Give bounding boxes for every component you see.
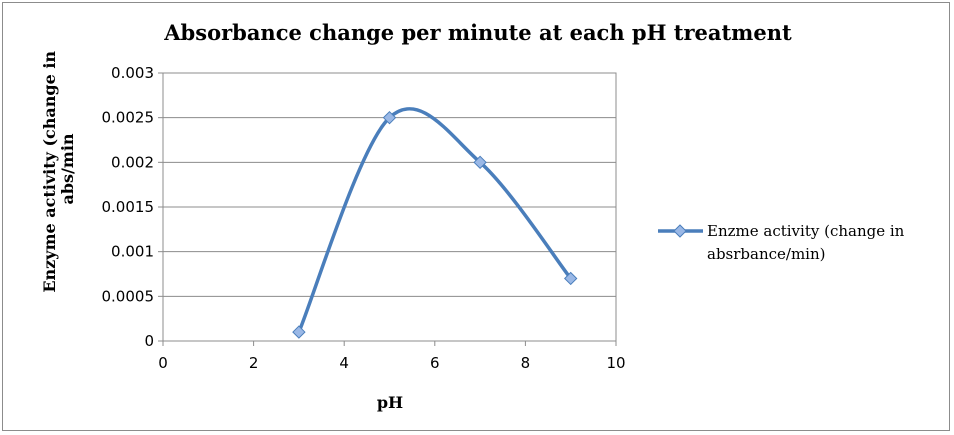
x-tick-label: 6 <box>430 354 440 372</box>
x-tick-label: 0 <box>158 354 168 372</box>
y-tick-label: 0.0005 <box>102 287 155 305</box>
series-layer <box>292 107 578 339</box>
legend-label-line-2: absrbance/min) <box>707 245 825 263</box>
y-tick-label: 0 <box>144 332 154 350</box>
legend-label-line-1: Enzme activity (change in <box>707 222 905 240</box>
y-tick-label: 0.001 <box>111 243 154 261</box>
y-axis-title-line-1: Enzyme activity (change in <box>40 51 59 293</box>
y-axis-title-line-2: abs/min <box>58 133 77 204</box>
x-tick-label: 4 <box>339 354 349 372</box>
y-axis-title: Enzyme activity (change in abs/min <box>40 45 77 292</box>
y-tick-label: 0.002 <box>111 153 154 171</box>
series-line <box>297 107 573 333</box>
data-point-marker <box>563 271 578 286</box>
x-axis-title: pH <box>377 393 403 412</box>
y-tick-label: 0.0015 <box>102 198 155 216</box>
legend: Enzme activity (change in absrbance/min) <box>658 222 905 263</box>
data-point-marker <box>382 110 397 125</box>
chart-title: Absorbance change per minute at each pH … <box>163 20 792 45</box>
y-tick-label: 0.003 <box>111 64 154 82</box>
data-point-marker <box>473 155 487 170</box>
x-tick-label: 2 <box>249 354 259 372</box>
x-tick-label: 8 <box>521 354 531 372</box>
x-tick-labels: 0 2 4 6 8 10 <box>158 354 625 372</box>
y-tick-labels: 0 0.0005 0.001 0.0015 0.002 0.0025 0.003 <box>102 64 155 350</box>
legend-marker <box>673 224 687 238</box>
data-point-marker <box>292 325 306 339</box>
y-tick-label: 0.0025 <box>102 109 155 127</box>
chart-svg: Absorbance change per minute at each pH … <box>40 20 905 412</box>
x-tick-label: 10 <box>606 354 625 372</box>
